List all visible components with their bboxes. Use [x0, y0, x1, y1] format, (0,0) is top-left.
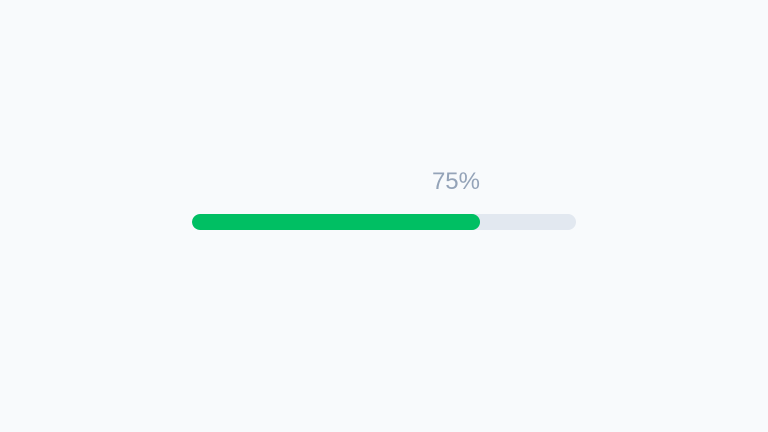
- progress-track: [192, 214, 576, 230]
- progress-label-row: 75%: [192, 166, 576, 198]
- progress-percent-label: 75%: [431, 168, 480, 195]
- progress-fill: [192, 214, 480, 230]
- progress-widget: 75%: [192, 166, 576, 230]
